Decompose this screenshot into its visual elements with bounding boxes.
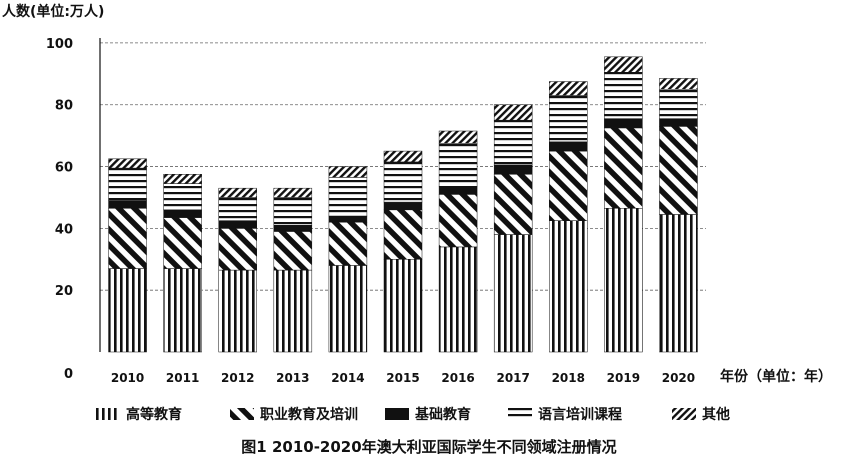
legend: 高等教育 职业教育及培训 基础教育 语言培训课程 其他 <box>96 406 730 423</box>
bar-segment-2014-0 <box>328 265 368 353</box>
bar-segment-2012-1 <box>218 228 257 271</box>
x-tick-label: 2017 <box>496 371 529 385</box>
x-tick-label: 2020 <box>662 371 695 385</box>
y-tick-label: 60 <box>55 161 73 176</box>
bar-segment-2012-2 <box>218 220 257 229</box>
bar-segment-2020-0 <box>659 214 698 353</box>
bar-segment-2010-1 <box>108 208 147 269</box>
x-tick-label: 2016 <box>441 371 474 385</box>
bar-segment-2019-3 <box>604 72 643 119</box>
x-tick-label: 2019 <box>607 371 640 385</box>
bar-segment-2010-4 <box>108 158 147 169</box>
legend-label-0: 高等教育 <box>126 406 182 423</box>
bar-segment-2012-3 <box>218 197 257 221</box>
y-tick-label: 40 <box>55 222 73 237</box>
bar-segment-2013-4 <box>273 187 313 198</box>
y-tick-label: 0 <box>64 367 73 382</box>
bar-segment-2017-0 <box>493 234 533 353</box>
bar-segment-2013-0 <box>273 269 313 353</box>
bar-segment-2015-4 <box>383 150 423 163</box>
bar-segment-2010-0 <box>108 268 147 353</box>
bar-segment-2017-4 <box>493 104 533 121</box>
bar-segment-2015-3 <box>383 161 423 203</box>
bar-segment-2016-1 <box>438 194 478 248</box>
bar-segment-2015-0 <box>383 259 423 353</box>
bar-segment-2016-4 <box>438 130 478 144</box>
bar-segment-2015-1 <box>383 209 423 260</box>
bar-segment-2020-3 <box>659 89 698 119</box>
bar-segment-2011-3 <box>163 183 202 211</box>
bar-segment-2016-2 <box>438 186 478 195</box>
x-tick-label: 2012 <box>221 371 254 385</box>
y-tick-label: 80 <box>55 99 73 114</box>
bar-segment-2020-4 <box>659 78 698 90</box>
bar-segment-2011-0 <box>163 268 202 353</box>
legend-label-4: 其他 <box>702 406 730 423</box>
legend-swatch-1 <box>230 408 254 420</box>
legend-swatch-0 <box>96 408 120 420</box>
bars-group <box>108 56 698 353</box>
y-tick-label: 100 <box>46 37 73 52</box>
y-tick-labels: 0 20 40 60 80 100 <box>46 37 73 382</box>
bar-segment-2010-3 <box>108 167 147 201</box>
bar-segment-2013-2 <box>273 225 313 232</box>
bar-segment-2020-1 <box>659 126 698 215</box>
x-tick-label: 2018 <box>552 371 585 385</box>
bar-segment-2016-3 <box>438 143 478 187</box>
bar-segment-2014-3 <box>328 177 368 217</box>
legend-label-1: 职业教育及培训 <box>260 406 358 423</box>
bar-segment-2018-0 <box>549 220 588 353</box>
bar-segment-2013-1 <box>273 231 313 271</box>
bar-segment-2014-2 <box>328 215 368 223</box>
bar-segment-2011-2 <box>163 209 202 218</box>
chart-title: 图1 2010-2020年澳大利亚国际学生不同领域注册情况 <box>241 438 616 456</box>
bar-segment-2017-2 <box>493 164 533 175</box>
legend-label-2: 基础教育 <box>415 406 471 423</box>
y-tick-label: 20 <box>55 284 73 299</box>
bar-segment-2019-4 <box>604 56 643 73</box>
bar-segment-2018-1 <box>549 150 588 221</box>
bar-segment-2014-1 <box>328 221 368 266</box>
bar-segment-2015-2 <box>383 201 423 211</box>
bar-segment-2018-3 <box>549 95 588 143</box>
bar-segment-2013-3 <box>273 197 313 226</box>
x-tick-label: 2014 <box>331 371 364 385</box>
bar-segment-2011-1 <box>163 217 202 269</box>
x-tick-label: 2015 <box>386 371 419 385</box>
bar-segment-2016-0 <box>438 246 478 353</box>
bar-segment-2018-4 <box>549 81 588 96</box>
bar-segment-2020-2 <box>659 118 698 127</box>
bar-segment-2017-3 <box>493 119 533 166</box>
x-tick-labels: 2010 2011 2012 2013 2014 2015 2016 2017 2018 2019… <box>111 371 695 385</box>
bar-segment-2018-2 <box>549 141 588 152</box>
x-tick-label: 2011 <box>166 371 199 385</box>
legend-swatch-3 <box>508 408 532 420</box>
bar-segment-2019-1 <box>604 127 643 209</box>
bar-segment-2014-4 <box>328 166 368 178</box>
legend-swatch-2 <box>385 408 409 420</box>
bar-segment-2012-4 <box>218 187 257 198</box>
bar-segment-2011-4 <box>163 174 202 184</box>
legend-swatch-4 <box>672 408 696 420</box>
x-tick-label: 2013 <box>276 371 309 385</box>
bar-segment-2017-1 <box>493 174 533 235</box>
legend-label-3: 语言培训课程 <box>538 406 622 423</box>
x-tick-label: 2010 <box>111 371 144 385</box>
bar-segment-2019-0 <box>604 208 643 353</box>
x-axis-title: 年份（单位：年） <box>720 368 832 385</box>
y-axis-title: 人数(单位:万人) <box>2 3 104 20</box>
bar-segment-2010-2 <box>108 200 147 209</box>
bar-segment-2019-2 <box>604 118 643 129</box>
bar-segment-2012-0 <box>218 269 257 353</box>
